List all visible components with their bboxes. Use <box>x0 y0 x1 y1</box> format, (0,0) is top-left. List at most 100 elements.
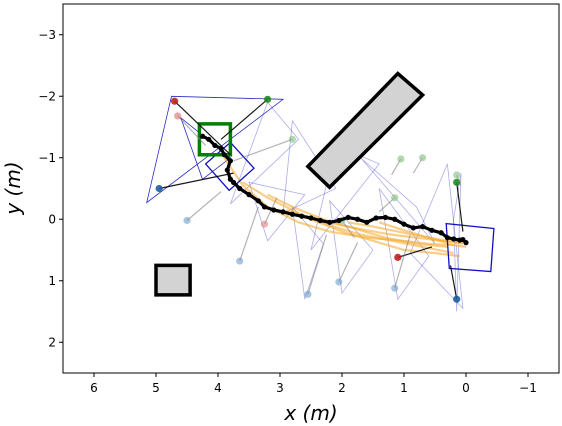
trajectory-point <box>255 198 261 204</box>
trajectory-point <box>280 209 286 215</box>
trajectory-point <box>451 236 457 242</box>
pedestrian-triangle <box>282 119 337 214</box>
trajectory-point <box>230 179 237 185</box>
trajectory-point <box>289 211 295 217</box>
trajectory-point <box>420 224 426 230</box>
trajectory-point <box>261 204 268 210</box>
goal-box <box>197 122 233 157</box>
trajectory-point <box>438 230 444 236</box>
y-tick-label: −1 <box>38 151 56 165</box>
pedestrian-marker <box>419 154 427 162</box>
y-tick-label: −3 <box>38 28 56 42</box>
y-tick-label: 2 <box>48 335 56 349</box>
rectangle-obstacle-diagonal <box>305 71 426 190</box>
x-tick-label: −1 <box>519 381 537 395</box>
pedestrian-marker <box>335 278 343 286</box>
trajectory-point <box>354 216 361 222</box>
pedestrian-marker <box>264 95 272 103</box>
trajectory-point <box>364 219 370 225</box>
prediction-path <box>223 157 454 247</box>
x-tick-label: 2 <box>338 381 346 395</box>
trajectory-point <box>345 214 351 221</box>
prediction-path <box>378 221 467 248</box>
trajectory-point <box>218 145 224 152</box>
y-tick-label: 0 <box>48 212 56 226</box>
plot-area <box>62 3 560 374</box>
trajectory-point <box>410 225 416 231</box>
prediction-path <box>242 181 454 255</box>
pedestrian-marker <box>453 171 461 179</box>
pedestrian-heading-line <box>158 172 234 190</box>
trajectory-point <box>227 158 233 164</box>
trajectory-point <box>336 217 342 224</box>
pedestrian-heading-line <box>263 197 278 225</box>
x-tick-label: 3 <box>276 381 284 395</box>
trajectory-point <box>429 227 435 233</box>
trajectory-point <box>373 215 379 221</box>
pedestrian-heading-line <box>177 115 207 146</box>
pedestrian-marker <box>391 284 399 292</box>
pedestrian-marker <box>183 216 191 225</box>
trajectory-point <box>221 152 227 158</box>
pedestrian-triangle <box>360 157 436 245</box>
trajectory-point <box>327 219 333 225</box>
pedestrian-triangle <box>248 181 306 242</box>
trajectory-point <box>401 221 407 227</box>
x-tick-label: 5 <box>152 381 160 395</box>
trajectory-point <box>299 213 305 219</box>
robot-footprint <box>445 222 495 273</box>
trajectory-point <box>224 167 230 173</box>
pedestrian-heading-line <box>456 182 464 232</box>
pedestrian-marker <box>304 290 312 298</box>
pedestrian-marker <box>453 295 461 303</box>
x-tick-label: 0 <box>462 381 470 395</box>
pedestrian-heading-line <box>338 242 359 283</box>
pedestrian-marker <box>260 220 269 228</box>
trajectory-point <box>199 133 206 139</box>
pedestrian-heading-line <box>220 98 268 140</box>
trajectory-point <box>382 214 388 221</box>
trajectory-point <box>463 240 469 246</box>
robot-footprint <box>204 141 255 192</box>
pedestrian-marker <box>174 112 182 120</box>
trajectory-point <box>271 207 277 213</box>
pedestrian-triangle <box>329 199 374 295</box>
pedestrian-marker <box>236 257 244 265</box>
trajectory-point <box>317 217 323 224</box>
trajectory-point <box>237 185 243 192</box>
trajectory-point <box>212 142 218 149</box>
pedestrian-marker <box>391 194 399 202</box>
y-axis-label: y (m) <box>1 161 25 215</box>
pedestrian-triangle <box>230 101 300 205</box>
plot-content <box>146 71 495 312</box>
x-tick-label: 4 <box>214 381 222 395</box>
pedestrian-marker <box>155 184 163 193</box>
pedestrian-marker <box>394 253 402 261</box>
y-axis-ticks: −3 −2 −1 0 1 2 <box>38 28 63 349</box>
x-axis-label: x (m) <box>283 401 337 425</box>
pedestrian-triangle <box>146 95 285 204</box>
y-tick-label: −2 <box>38 89 56 103</box>
pedestrian-heading-line <box>174 100 231 156</box>
trajectory-point <box>308 215 314 221</box>
trajectory-point <box>444 235 450 241</box>
trajectory-point <box>392 216 398 222</box>
trajectory-point <box>246 192 252 198</box>
prediction-path <box>348 221 464 245</box>
x-tick-label: 1 <box>400 381 408 395</box>
pedestrian-heading-line <box>239 206 259 262</box>
pedestrian-heading-line <box>186 191 222 221</box>
trajectory-point <box>206 136 212 142</box>
pedestrian-marker <box>171 97 179 105</box>
pedestrian-heading-line <box>449 265 458 300</box>
pedestrian-triangle <box>409 163 464 310</box>
square-obstacle <box>154 263 192 297</box>
pedestrian-marker <box>397 155 405 163</box>
pedestrian-heading-line <box>397 246 433 258</box>
x-tick-label: 6 <box>90 381 98 395</box>
pedestrian-heading-line <box>233 138 293 162</box>
x-axis-ticks: 6 5 4 3 2 1 0 −1 <box>90 373 537 395</box>
plot-frame <box>62 3 560 374</box>
pedestrian-marker <box>288 135 296 143</box>
